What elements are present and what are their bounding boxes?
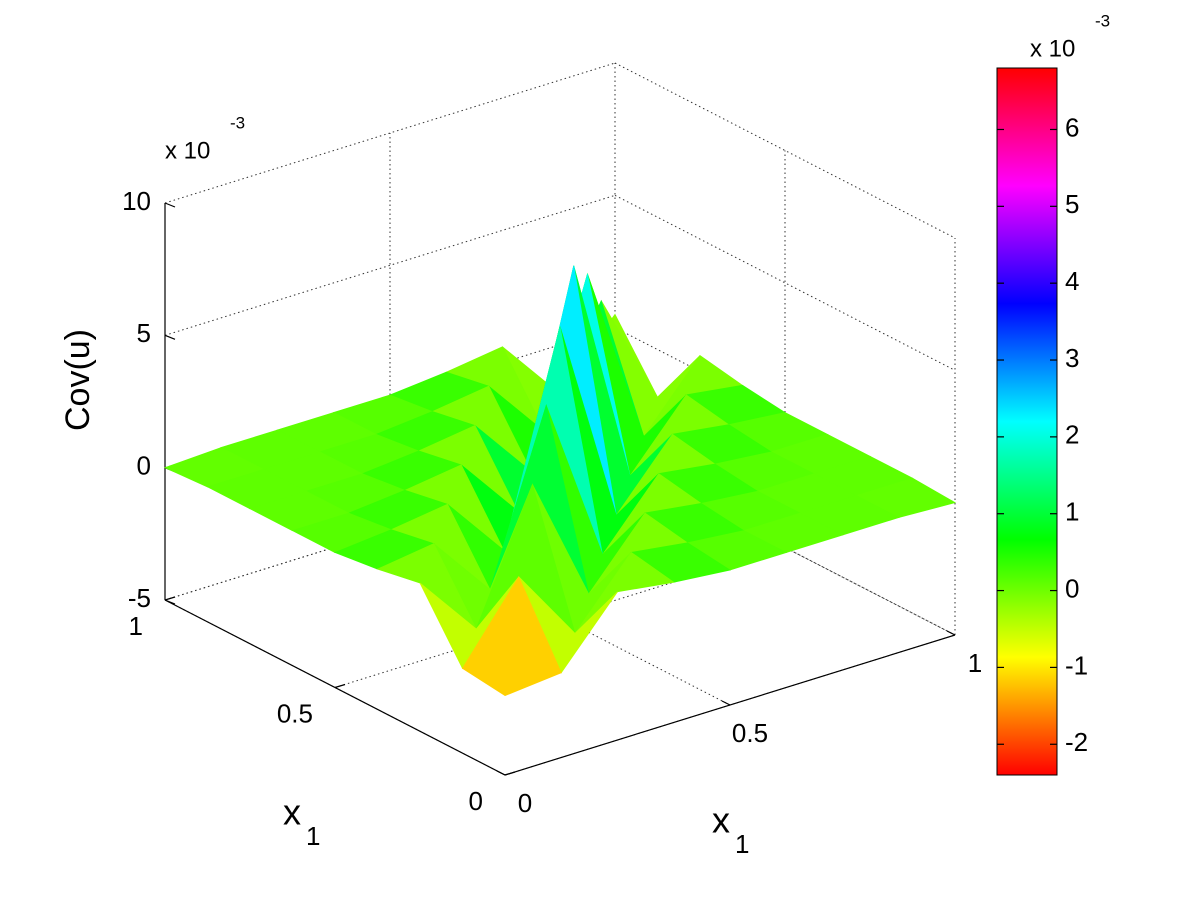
- y-tick-label: 1: [129, 611, 143, 641]
- z-tick: [164, 202, 176, 208]
- x-axis-label-sub: 1: [735, 829, 749, 859]
- colorbar-multiplier: x 10: [1030, 35, 1075, 62]
- x-tick: [946, 630, 956, 636]
- z-tick-label: 5: [137, 318, 151, 348]
- grid-line: [614, 459, 956, 636]
- colorbar-tick-label: 2: [1065, 420, 1079, 450]
- colorbar-tick-label: 0: [1065, 573, 1079, 603]
- grid-line: [614, 327, 956, 504]
- z-tick-label: 0: [137, 451, 151, 481]
- y-axis-label-sub: 1: [306, 821, 320, 851]
- colorbar-tick-label: 5: [1065, 189, 1079, 219]
- colorbar: [996, 67, 1058, 776]
- y-tick-label: 0.5: [277, 698, 313, 728]
- x-tick-label: 0: [518, 788, 532, 818]
- y-tick: [164, 596, 176, 601]
- z-multiplier: x 10: [165, 137, 210, 164]
- y-tick-label: 0: [469, 786, 483, 816]
- grid-line: [164, 62, 616, 204]
- colorbar-tick-label: -2: [1065, 727, 1088, 757]
- y-tick: [504, 771, 516, 776]
- grid-line: [389, 529, 731, 706]
- surface-patch: [461, 575, 562, 697]
- grid-line: [164, 194, 616, 336]
- x-tick-label: 0.5: [732, 718, 768, 748]
- grid-line: [164, 327, 616, 469]
- x-tick: [496, 770, 506, 776]
- z-tick: [164, 334, 176, 340]
- x-tick: [721, 700, 731, 706]
- x-axis-label: x: [712, 800, 730, 841]
- y-axis-label: x: [283, 792, 301, 833]
- colorbar-tick-label: -1: [1065, 650, 1088, 680]
- z-tick-label: -5: [128, 583, 151, 613]
- grid-line: [614, 194, 956, 371]
- colorbar-tick-label: 3: [1065, 343, 1079, 373]
- grid-line: [614, 62, 956, 239]
- colorbar-tick-label: 1: [1065, 497, 1079, 527]
- y-tick: [334, 683, 346, 689]
- z-tick-label: 10: [122, 186, 151, 216]
- colorbar-tick-label: 6: [1065, 112, 1079, 142]
- colorbar-multiplier-exponent: -3: [1095, 11, 1110, 30]
- z-axis-label: Cov(u): [59, 329, 97, 431]
- z-multiplier-exponent: -3: [230, 113, 245, 132]
- z-tick: [164, 599, 176, 605]
- colorbar-tick-label: 4: [1065, 266, 1079, 296]
- x-tick-label: 1: [968, 648, 982, 678]
